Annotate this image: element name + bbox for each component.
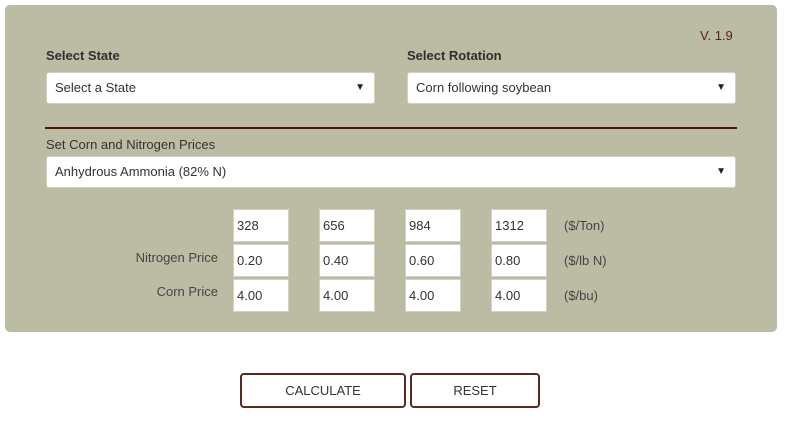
corn-price-input-1[interactable]: 4.00	[233, 279, 289, 312]
reset-button[interactable]: RESET	[410, 373, 540, 408]
state-select-value: Select a State	[55, 80, 136, 95]
state-label: Select State	[46, 48, 120, 63]
corn-price-label: Corn Price	[156, 284, 218, 299]
state-select[interactable]: Select a State ▼	[46, 72, 375, 104]
chevron-down-icon: ▼	[355, 82, 365, 93]
nitrogen-price-input-3[interactable]: 0.60	[405, 244, 461, 277]
corn-price-input-4[interactable]: 4.00	[491, 279, 547, 312]
rotation-select[interactable]: Corn following soybean ▼	[407, 72, 736, 104]
nitrogen-unit-label: ($/lb N)	[564, 253, 607, 268]
ton-price-input-1[interactable]: 328	[233, 209, 289, 242]
corn-unit-label: ($/bu)	[564, 288, 598, 303]
calculate-button[interactable]: CALCULATE	[240, 373, 406, 408]
corn-price-input-3[interactable]: 4.00	[405, 279, 461, 312]
prices-section-label: Set Corn and Nitrogen Prices	[46, 137, 216, 152]
nitrogen-price-input-4[interactable]: 0.80	[491, 244, 547, 277]
nitrogen-source-value: Anhydrous Ammonia (82% N)	[55, 164, 227, 179]
ton-unit-label: ($/Ton)	[564, 218, 605, 233]
chevron-down-icon: ▼	[716, 166, 726, 177]
nitrogen-price-input-2[interactable]: 0.40	[319, 244, 375, 277]
nitrogen-price-input-1[interactable]: 0.20	[233, 244, 289, 277]
chevron-down-icon: ▼	[716, 82, 726, 93]
corn-price-input-2[interactable]: 4.00	[319, 279, 375, 312]
version-label: V. 1.9	[700, 28, 733, 43]
ton-price-input-4[interactable]: 1312	[491, 209, 547, 242]
nitrogen-source-select[interactable]: Anhydrous Ammonia (82% N) ▼	[46, 156, 736, 188]
nitrogen-price-label: Nitrogen Price	[135, 250, 218, 265]
ton-price-input-2[interactable]: 656	[319, 209, 375, 242]
rotation-label: Select Rotation	[407, 48, 502, 63]
ton-price-input-3[interactable]: 984	[405, 209, 461, 242]
section-divider	[45, 127, 737, 129]
rotation-select-value: Corn following soybean	[416, 80, 552, 95]
